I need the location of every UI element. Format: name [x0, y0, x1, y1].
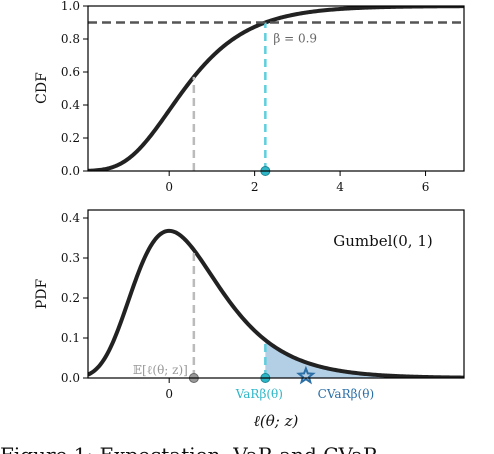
pdf-curve [88, 228, 464, 378]
y-tick-label: 0.3 [61, 251, 80, 265]
pdf-ylabel: PDF [34, 279, 50, 310]
mean-label: 𝔼[ℓ(θ; z)] [133, 363, 188, 377]
cdf-ylabel: CDF [34, 72, 50, 104]
y-tick-label: 0.0 [61, 371, 80, 385]
x-tick-label: 4 [336, 180, 344, 194]
cvar-star-marker [296, 365, 316, 385]
y-tick-label: 0.8 [61, 32, 80, 46]
cdf-axes-frame [87, 5, 465, 172]
x-tick-label: 0 [165, 180, 173, 194]
pdf-xlabel: ℓ(θ; z) [254, 412, 299, 430]
pdf-xticks: 0 [165, 378, 173, 401]
y-tick-label: 0.2 [61, 131, 80, 145]
figure-caption: Figure 1: Expectation, VaR and CVaR [0, 443, 379, 454]
x-tick-label: 6 [422, 180, 430, 194]
y-tick-label: 0.4 [61, 211, 80, 225]
cvar-label: CVaRβ(θ) [318, 387, 374, 401]
y-tick-label: 0.2 [61, 291, 80, 305]
y-tick-label: 0.4 [61, 98, 80, 112]
x-tick-label: 0 [165, 387, 173, 401]
x-tick-label: 2 [251, 180, 259, 194]
beta-label: β = 0.9 [273, 32, 317, 46]
pdf-panel: 𝔼[ℓ(θ; z)] VaRβ(θ) CVaRβ(θ) Gumbel(0, 1)… [34, 209, 465, 430]
cdf-panel: β = 0.9 0.0 0.2 0.4 0.6 0.8 1.0 0 2 4 6 CDF [34, 0, 465, 194]
pdf-axes-frame [87, 209, 465, 379]
y-tick-label: 1.0 [61, 0, 80, 13]
var-label: VaRβ(θ) [235, 387, 283, 401]
y-tick-label: 0.1 [61, 331, 80, 345]
cvar-shaded-tail [265, 340, 464, 378]
pdf-yticks: 0.0 0.1 0.2 0.3 0.4 [61, 211, 88, 385]
cdf-xticks: 0 2 4 6 [165, 171, 429, 194]
cdf-yticks: 0.0 0.2 0.4 0.6 0.8 1.0 [61, 0, 88, 178]
cdf-curve [88, 6, 464, 171]
y-tick-label: 0.0 [61, 164, 80, 178]
distribution-label: Gumbel(0, 1) [333, 232, 432, 250]
y-tick-label: 0.6 [61, 65, 80, 79]
